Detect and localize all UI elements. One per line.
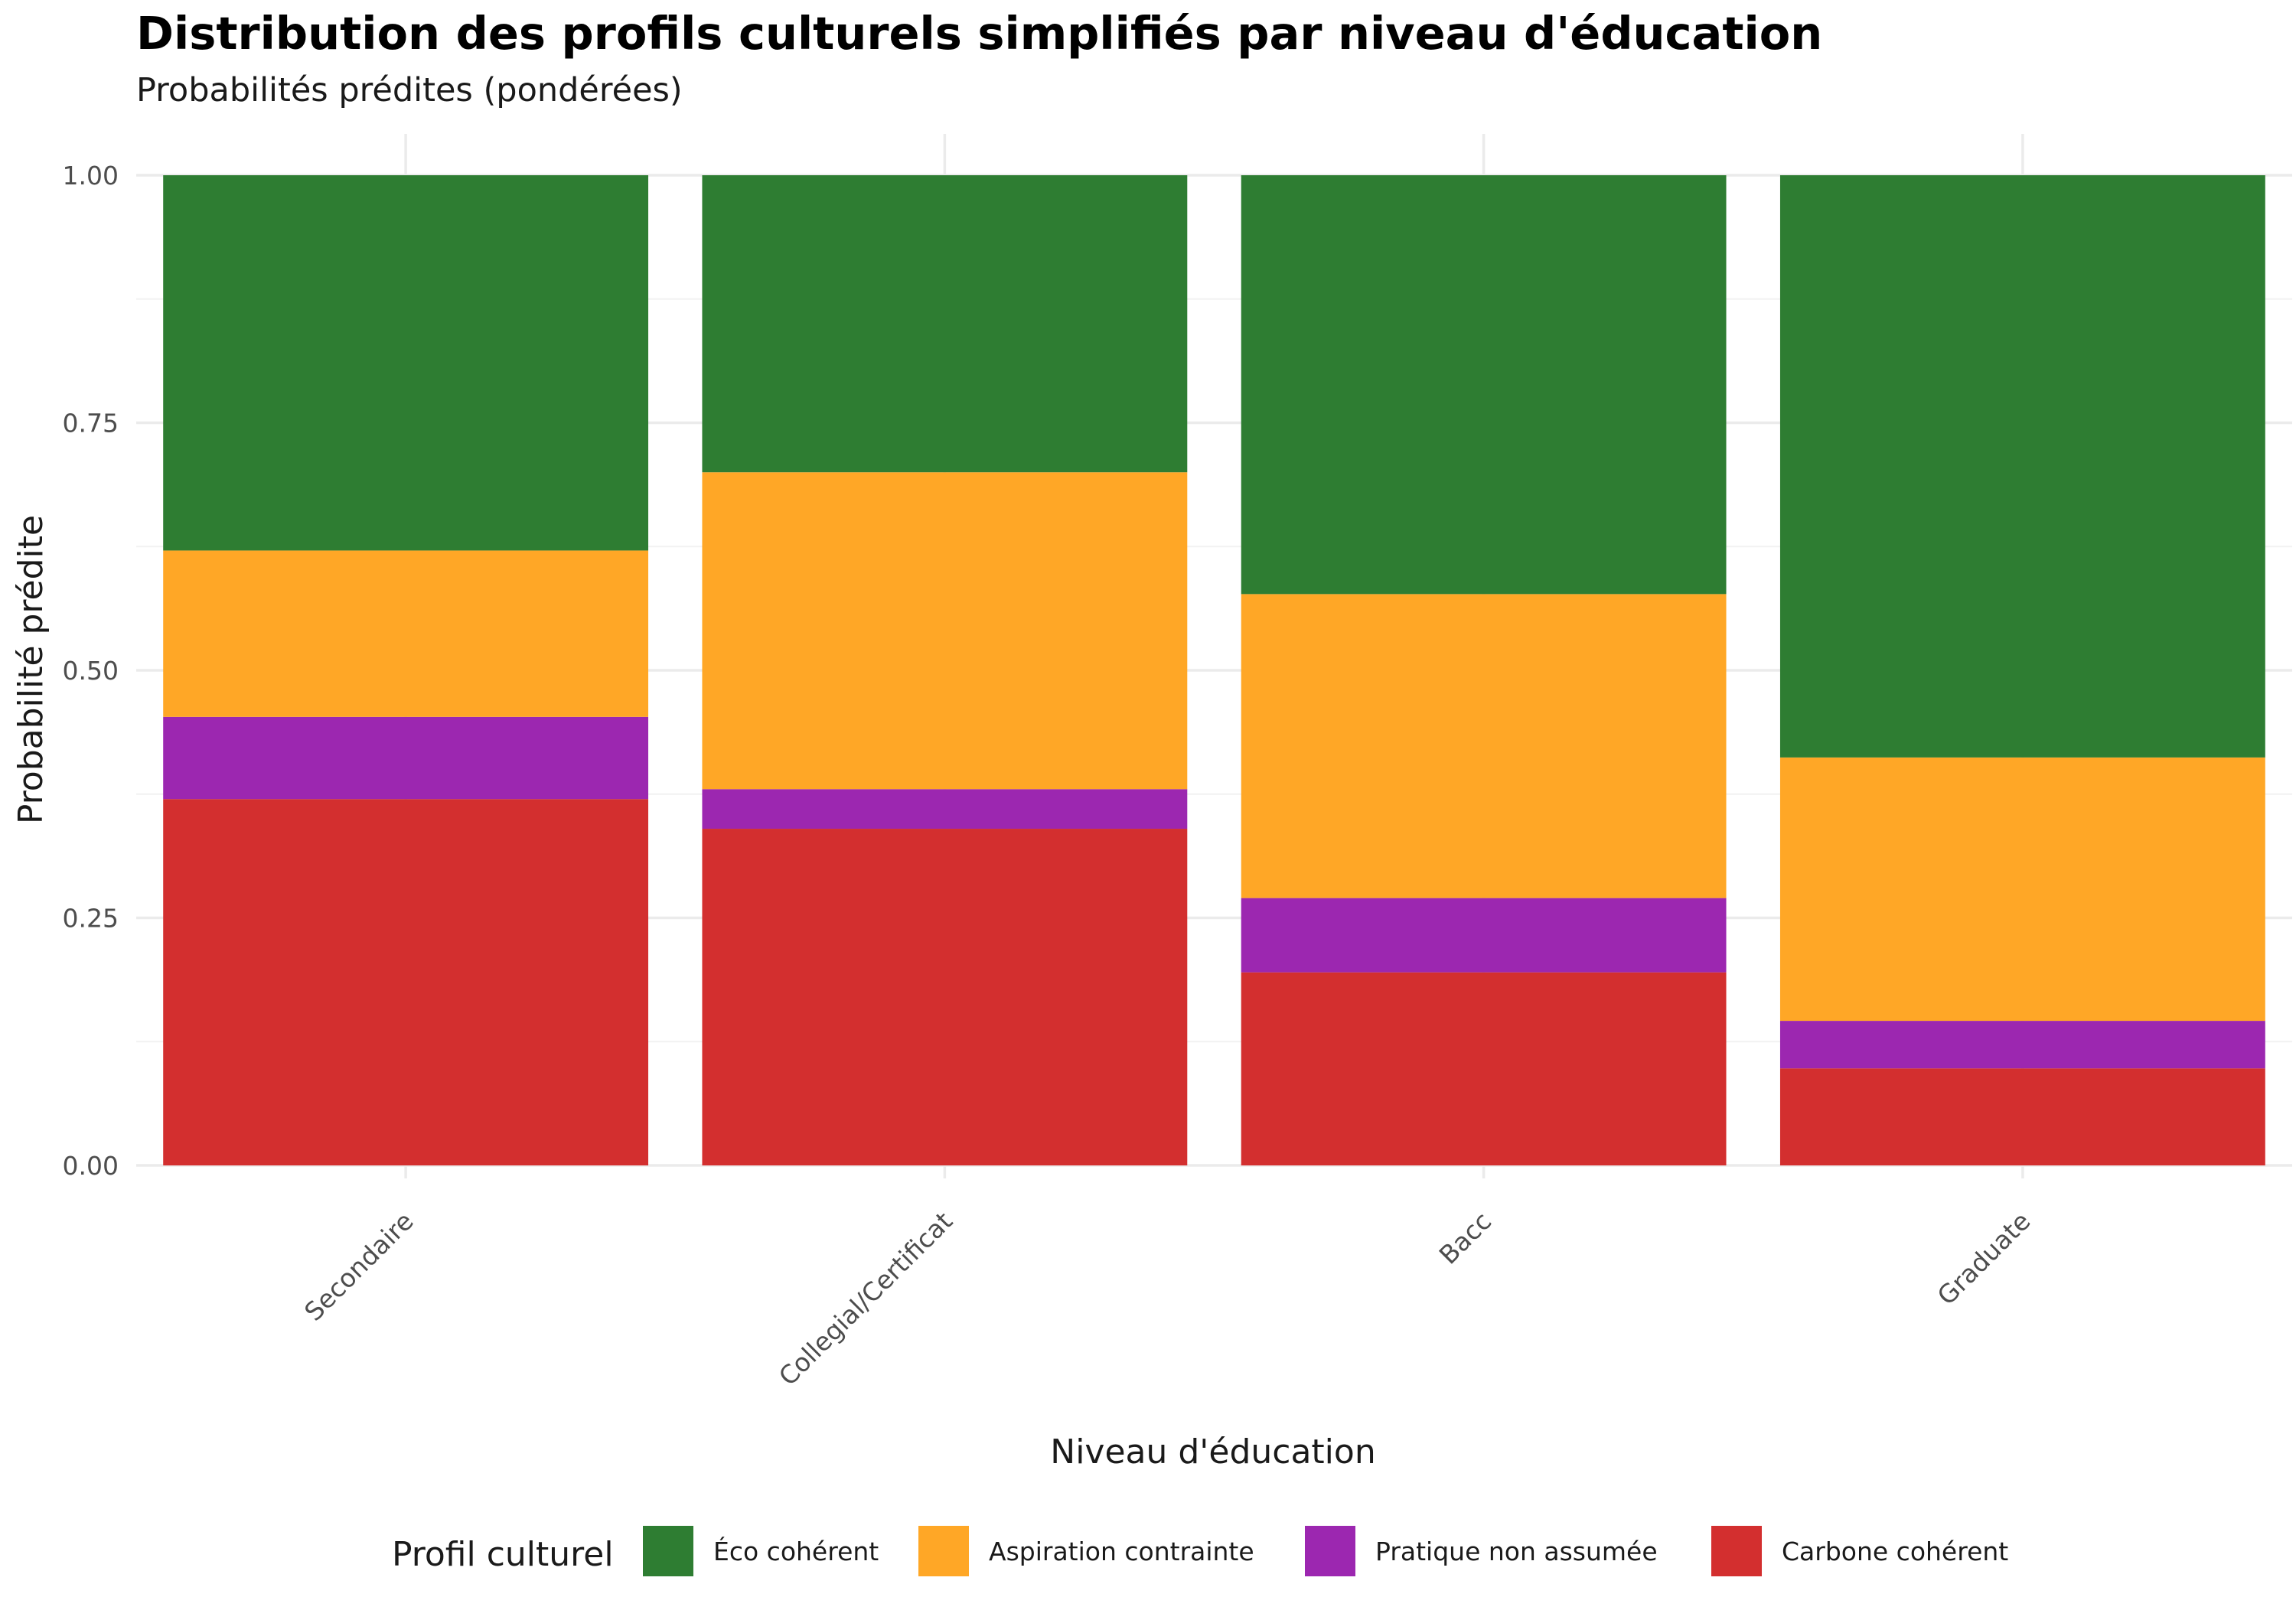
bar-carbone-coherent-bacc	[1241, 973, 1727, 1165]
y-tick-label: 0.25	[63, 904, 119, 934]
legend-title: Profil culturel	[392, 1535, 614, 1574]
y-tick-label: 0.00	[63, 1151, 119, 1181]
bar-aspiration-contrainte-collegial-certificat	[702, 472, 1187, 789]
bar-eco-coherent-graduate	[1780, 175, 2265, 758]
bar-aspiration-contrainte-bacc	[1241, 594, 1727, 898]
legend-swatch-carbone-coherent	[1711, 1526, 1762, 1576]
bar-carbone-coherent-graduate	[1780, 1068, 2265, 1165]
legend-item-pratique-non-assumee: Pratique non assumée	[1305, 1526, 1658, 1576]
x-tick-label-collegial-certificat: Collegial/Certificat	[773, 1206, 958, 1391]
chart-title: Distribution des profils culturels simpl…	[136, 7, 1822, 60]
x-tick-label-bacc: Bacc	[1433, 1206, 1498, 1270]
bar-pratique-non-assumee-graduate	[1780, 1021, 2265, 1068]
y-tick-label: 1.00	[63, 161, 119, 191]
bar-eco-coherent-collegial-certificat	[702, 175, 1187, 472]
x-axis-ticks: Secondaire Collegial/Certificat Bacc Gradua…	[298, 1206, 2036, 1391]
x-tick-label-graduate: Graduate	[1932, 1206, 2037, 1311]
y-tick-label: 0.50	[63, 656, 119, 686]
bar-aspiration-contrainte-secondaire	[163, 550, 648, 716]
legend-item-aspiration-contrainte: Aspiration contrainte	[918, 1526, 1254, 1576]
legend-swatch-pratique-non-assumee	[1305, 1526, 1355, 1576]
y-axis-ticks: 0.00 0.25 0.50 0.75 1.00	[63, 161, 119, 1181]
legend-label-eco-coherent: Éco cohérent	[713, 1536, 879, 1566]
legend-label-pratique-non-assumee: Pratique non assumée	[1375, 1537, 1658, 1566]
y-tick-label: 0.75	[63, 409, 119, 438]
bar-carbone-coherent-collegial-certificat	[702, 829, 1187, 1165]
bar-eco-coherent-bacc	[1241, 175, 1727, 594]
legend-label-carbone-coherent: Carbone cohérent	[1782, 1537, 2008, 1566]
legend: Profil culturel Éco cohérent Aspiration c…	[392, 1526, 2008, 1576]
bar-pratique-non-assumee-bacc	[1241, 898, 1727, 973]
legend-label-aspiration-contrainte: Aspiration contrainte	[989, 1537, 1254, 1566]
bar-eco-coherent-secondaire	[163, 175, 648, 550]
bar-carbone-coherent-secondaire	[163, 799, 648, 1165]
legend-item-carbone-coherent: Carbone cohérent	[1711, 1526, 2008, 1576]
bar-pratique-non-assumee-collegial-certificat	[702, 789, 1187, 829]
legend-swatch-eco-coherent	[643, 1526, 693, 1576]
y-axis-title: Probabilité prédite	[11, 515, 51, 824]
bar-pratique-non-assumee-secondaire	[163, 717, 648, 799]
chart-subtitle: Probabilités prédites (pondérées)	[136, 71, 683, 109]
bar-aspiration-contrainte-graduate	[1780, 758, 2265, 1021]
legend-swatch-aspiration-contrainte	[918, 1526, 969, 1576]
x-axis-title: Niveau d'éducation	[1050, 1432, 1375, 1471]
legend-item-eco-coherent: Éco cohérent	[643, 1526, 879, 1576]
x-tick-label-secondaire: Secondaire	[298, 1206, 419, 1327]
